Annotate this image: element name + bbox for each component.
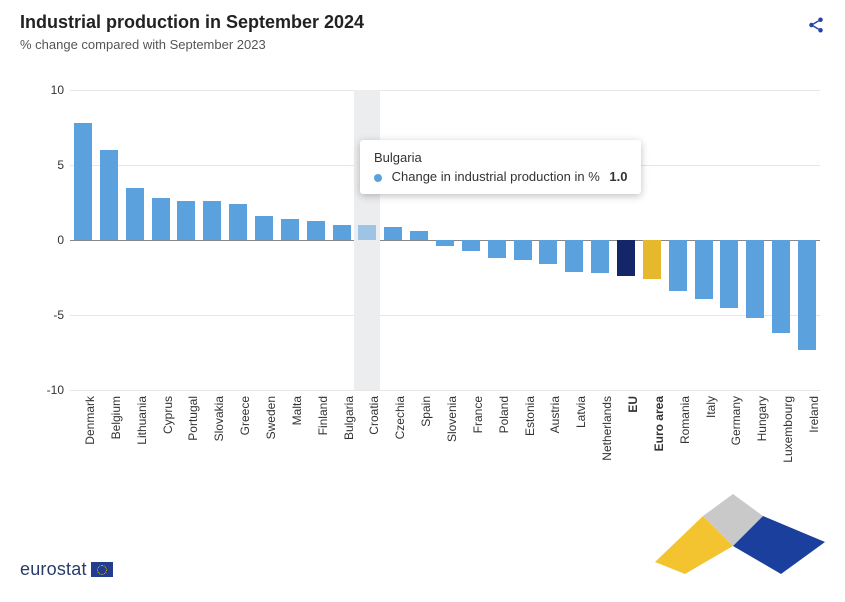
bar[interactable] xyxy=(772,240,790,333)
chart: DenmarkBelgiumLithuaniaCyprusPortugalSlo… xyxy=(40,90,820,390)
gridline xyxy=(70,315,820,316)
x-tick-label: Sweden xyxy=(264,396,278,439)
x-tick-label: Greece xyxy=(238,396,252,435)
x-tick-label: Italy xyxy=(704,396,718,418)
x-tick-label: Euro area xyxy=(652,396,666,451)
bar[interactable] xyxy=(229,204,247,240)
hover-band xyxy=(354,90,380,390)
bar[interactable] xyxy=(126,188,144,241)
x-tick-label: Croatia xyxy=(367,396,381,435)
tooltip-dot xyxy=(374,174,382,182)
brand-logo: eurostat xyxy=(20,559,113,580)
bar[interactable] xyxy=(462,240,480,251)
x-tick-label: Bulgaria xyxy=(342,396,356,440)
bar[interactable] xyxy=(152,198,170,240)
bar[interactable] xyxy=(591,240,609,273)
x-tick-label: Belgium xyxy=(109,396,123,439)
x-tick-label: Czechia xyxy=(393,396,407,439)
x-tick-label: EU xyxy=(626,396,640,413)
x-tick-label: Germany xyxy=(729,396,743,445)
bar[interactable] xyxy=(281,219,299,240)
bar[interactable] xyxy=(410,231,428,240)
x-tick-label: Finland xyxy=(316,396,330,435)
tooltip-value: 1.0 xyxy=(609,169,627,184)
x-tick-label: Malta xyxy=(290,396,304,425)
bar[interactable] xyxy=(384,227,402,241)
bar[interactable] xyxy=(643,240,661,279)
bar[interactable] xyxy=(307,221,325,241)
bar[interactable] xyxy=(203,201,221,240)
tooltip: Bulgaria Change in industrial production… xyxy=(360,140,641,194)
x-tick-label: Luxembourg xyxy=(781,396,795,463)
tooltip-row: Change in industrial production in % 1.0 xyxy=(374,169,627,184)
bar[interactable] xyxy=(255,216,273,240)
page-title: Industrial production in September 2024 xyxy=(20,12,825,33)
bar[interactable] xyxy=(74,123,92,240)
x-tick-label: Slovakia xyxy=(212,396,226,441)
bar[interactable] xyxy=(539,240,557,264)
x-tick-label: Hungary xyxy=(755,396,769,441)
x-tick-label: Estonia xyxy=(523,396,537,436)
y-tick-label: -5 xyxy=(40,308,64,322)
bar[interactable] xyxy=(488,240,506,258)
x-tick-label: France xyxy=(471,396,485,433)
x-tick-label: Latvia xyxy=(574,396,588,428)
bar[interactable] xyxy=(436,240,454,246)
x-tick-label: Slovenia xyxy=(445,396,459,442)
bar[interactable] xyxy=(746,240,764,318)
x-tick-label: Poland xyxy=(497,396,511,433)
x-tick-label: Lithuania xyxy=(135,396,149,445)
bar[interactable] xyxy=(720,240,738,308)
y-tick-label: 10 xyxy=(40,83,64,97)
x-tick-label: Netherlands xyxy=(600,396,614,461)
bar[interactable] xyxy=(333,225,351,240)
bar[interactable] xyxy=(100,150,118,240)
share-icon[interactable] xyxy=(807,16,825,39)
eu-flag-icon xyxy=(91,562,113,577)
plot-area: DenmarkBelgiumLithuaniaCyprusPortugalSlo… xyxy=(70,90,820,390)
gridline xyxy=(70,90,820,91)
x-tick-label: Spain xyxy=(419,396,433,427)
bar[interactable] xyxy=(617,240,635,276)
page-subtitle: % change compared with September 2023 xyxy=(20,37,825,52)
x-tick-label: Ireland xyxy=(807,396,821,433)
x-tick-label: Denmark xyxy=(83,396,97,445)
bar[interactable] xyxy=(798,240,816,350)
bar[interactable] xyxy=(358,225,376,240)
bar[interactable] xyxy=(695,240,713,299)
bar[interactable] xyxy=(514,240,532,260)
x-tick-label: Austria xyxy=(548,396,562,433)
bar[interactable] xyxy=(669,240,687,291)
y-tick-label: -10 xyxy=(40,383,64,397)
brand-text: eurostat xyxy=(20,559,87,580)
y-tick-label: 0 xyxy=(40,233,64,247)
x-tick-label: Cyprus xyxy=(161,396,175,434)
tooltip-series: Change in industrial production in % xyxy=(392,169,600,184)
bar[interactable] xyxy=(177,201,195,240)
ribbon-graphic xyxy=(655,494,825,574)
x-tick-label: Portugal xyxy=(186,396,200,441)
bar[interactable] xyxy=(565,240,583,272)
gridline xyxy=(70,390,820,391)
y-tick-label: 5 xyxy=(40,158,64,172)
x-tick-label: Romania xyxy=(678,396,692,444)
tooltip-title: Bulgaria xyxy=(374,150,627,165)
